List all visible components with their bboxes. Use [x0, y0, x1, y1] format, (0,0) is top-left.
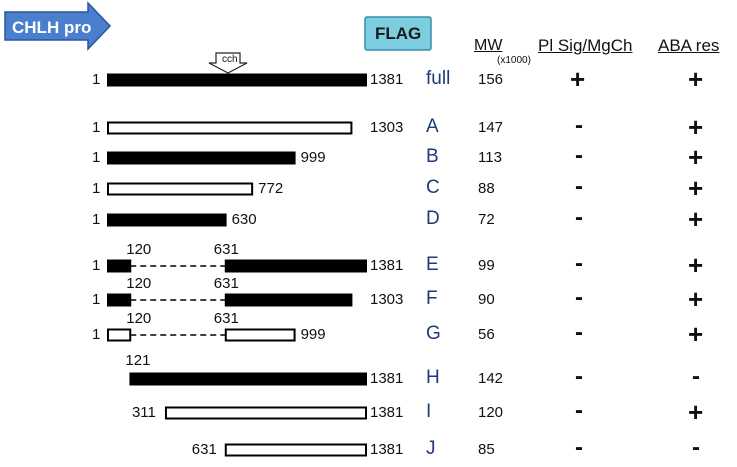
- start-residue-label: 1: [92, 71, 101, 88]
- plsig-result: -: [575, 204, 583, 231]
- deletion-start-label: 120: [126, 275, 152, 292]
- mw-header: MW: [474, 37, 503, 54]
- start-residue-label: 1: [92, 291, 101, 308]
- construct-label: B: [426, 146, 439, 167]
- plsig-result: -: [575, 284, 583, 311]
- plsig-header: Pl Sig/MgCh: [538, 36, 633, 55]
- end-residue-label: 1381: [370, 71, 404, 88]
- construct-label: A: [426, 116, 439, 137]
- aba-result: +: [688, 64, 704, 94]
- plsig-result: -: [575, 112, 583, 139]
- aba-result: +: [688, 284, 704, 314]
- flag-box: [364, 16, 432, 51]
- construct-bar: [224, 259, 367, 273]
- construct-label: J: [426, 438, 436, 459]
- construct-bar: [107, 213, 227, 227]
- construct-bar: [224, 443, 367, 457]
- construct-label: full: [426, 68, 451, 89]
- construct-label: G: [426, 323, 441, 344]
- end-residue-label: 1303: [370, 119, 404, 136]
- plsig-result: -: [575, 319, 583, 346]
- flag-label: FLAG: [375, 24, 422, 43]
- plsig-result: -: [575, 397, 583, 424]
- construct-bar: [107, 121, 353, 135]
- mw-value: 142: [478, 370, 504, 387]
- construct-bar: [224, 328, 296, 342]
- construct-bar: [107, 151, 296, 165]
- plsig-result: -: [575, 434, 583, 461]
- mw-value: 120: [478, 404, 504, 421]
- aba-result: +: [688, 204, 704, 234]
- start-residue-label: 121: [125, 352, 151, 369]
- mw-value: 156: [478, 71, 504, 88]
- start-residue-label: 1: [92, 326, 101, 343]
- deletion-end-label: 631: [213, 275, 239, 292]
- deletion-end-label: 631: [213, 310, 239, 327]
- construct-bar: [164, 406, 367, 420]
- aba-result: +: [688, 319, 704, 349]
- plsig-result: -: [575, 173, 583, 200]
- aba-result: -: [692, 434, 700, 461]
- plsig-result: -: [575, 250, 583, 277]
- deletion-start-label: 120: [126, 241, 152, 258]
- end-residue-label: 1381: [370, 441, 404, 458]
- mw-value: 147: [478, 119, 504, 136]
- mw-value: 72: [478, 211, 495, 228]
- promoter-label: CHLH pro: [12, 18, 92, 37]
- end-residue-label: 999: [300, 326, 326, 343]
- aba-result: +: [688, 173, 704, 203]
- construct-bar: [107, 328, 132, 342]
- deletion-end-label: 631: [213, 241, 239, 258]
- aba-result: +: [688, 112, 704, 142]
- cch-label: cch: [222, 54, 238, 65]
- construct-label: D: [426, 208, 440, 229]
- construct-bar: [224, 293, 353, 307]
- construct-bar: [107, 73, 367, 87]
- start-residue-label: 1: [92, 180, 101, 197]
- construct-bar: [107, 293, 132, 307]
- plsig-result: -: [575, 142, 583, 169]
- construct-label: E: [426, 254, 439, 275]
- mw-unit: (x1000): [497, 55, 531, 66]
- end-residue-label: 630: [231, 211, 257, 228]
- end-residue-label: 999: [300, 149, 326, 166]
- promoter-arrow: [4, 1, 112, 51]
- start-residue-label: 631: [191, 441, 217, 458]
- mw-value: 85: [478, 441, 495, 458]
- mw-value: 99: [478, 257, 495, 274]
- construct-bar: [107, 182, 254, 196]
- start-residue-label: 1: [92, 257, 101, 274]
- construct-label: I: [426, 401, 432, 422]
- start-residue-label: 1: [92, 149, 101, 166]
- aba-result: -: [692, 363, 700, 390]
- construct-bar: [129, 372, 367, 386]
- construct-label: C: [426, 177, 440, 198]
- end-residue-label: 1303: [370, 291, 404, 308]
- end-residue-label: 1381: [370, 257, 404, 274]
- plsig-result: -: [575, 363, 583, 390]
- end-residue-label: 1381: [370, 404, 404, 421]
- start-residue-label: 1: [92, 119, 101, 136]
- aba-header: ABA res: [658, 36, 720, 55]
- mw-value: 88: [478, 180, 495, 197]
- end-residue-label: 772: [258, 180, 284, 197]
- aba-result: +: [688, 397, 704, 427]
- aba-result: +: [688, 142, 704, 172]
- aba-result: +: [688, 250, 704, 280]
- deletion-start-label: 120: [126, 310, 152, 327]
- construct-bar: [107, 259, 132, 273]
- construct-label: F: [426, 288, 438, 309]
- mw-value: 90: [478, 291, 495, 308]
- cch-arrow: [208, 52, 248, 74]
- mw-value: 113: [478, 149, 502, 166]
- start-residue-label: 1: [92, 211, 101, 228]
- plsig-result: +: [570, 64, 586, 94]
- construct-label: H: [426, 367, 440, 388]
- start-residue-label: 311: [131, 404, 156, 421]
- end-residue-label: 1381: [370, 370, 404, 387]
- mw-value: 56: [478, 326, 495, 343]
